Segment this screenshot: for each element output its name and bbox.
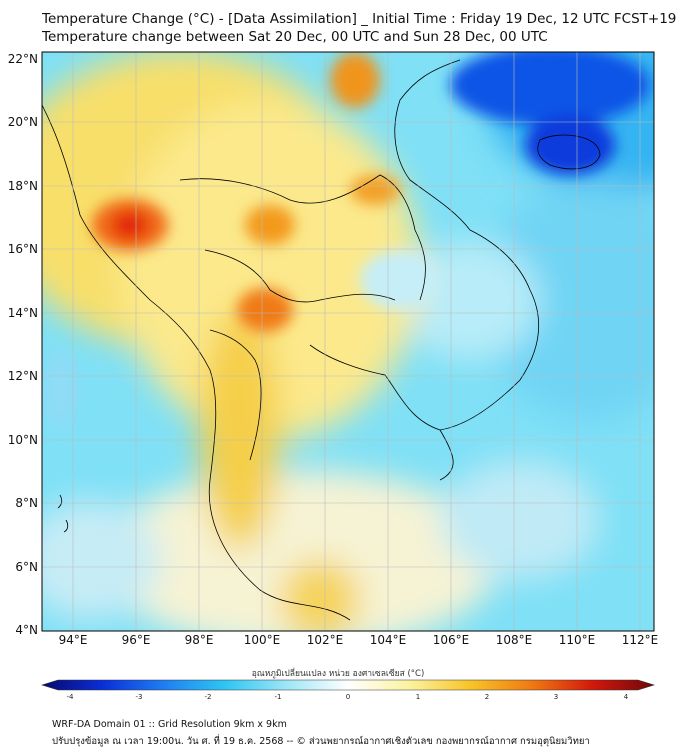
lon-label-106: 106°E: [432, 633, 470, 647]
lat-label-20: 20°N: [7, 115, 38, 129]
colorbar-tick: -1: [274, 693, 282, 701]
lat-label-8: 8°N: [15, 496, 38, 510]
temperature-field: [42, 52, 654, 631]
footer-credit: ปรับปรุงข้อมูล ณ เวลา 19:00น. วัน ศ. ที่…: [52, 736, 590, 747]
lat-label-16: 16°N: [7, 242, 38, 256]
colorbar-tick: 1: [415, 693, 421, 701]
graticule: [42, 52, 654, 631]
colorbar-tick: -2: [204, 693, 212, 701]
map-frame: [41, 51, 655, 632]
colorbar-tick: -4: [66, 693, 74, 701]
colorbar: [40, 679, 656, 691]
colorbar-label: อุณหภูมิเปลี่ยนแปลง หน่วย องศาเซลเซียส (…: [251, 669, 425, 679]
lat-label-6: 6°N: [15, 560, 38, 574]
lon-label-100: 100°E: [243, 633, 281, 647]
lat-label-4: 4°N: [15, 623, 38, 637]
colorbar-tick: 3: [553, 693, 559, 701]
lon-label-104: 104°E: [369, 633, 407, 647]
lat-label-14: 14°N: [7, 306, 38, 320]
lon-label-108: 108°E: [495, 633, 533, 647]
colorbar-tick: 2: [484, 693, 490, 701]
lon-label-102: 102°E: [306, 633, 344, 647]
lat-label-10: 10°N: [7, 433, 38, 447]
colorbar-tick: 0: [345, 693, 351, 701]
lat-label-12: 12°N: [7, 369, 38, 383]
coastline-borders: [42, 59, 601, 621]
lat-label-22: 22°N: [7, 52, 38, 66]
lon-label-112: 112°E: [621, 633, 659, 647]
lon-label-96: 96°E: [121, 633, 151, 647]
lon-label-94: 94°E: [58, 633, 88, 647]
map-title-line2: Temperature change between Sat 20 Dec, 0…: [42, 29, 548, 45]
map-title-line1: Temperature Change (°C) - [Data Assimila…: [42, 11, 676, 27]
lon-label-110: 110°E: [558, 633, 596, 647]
colorbar-tick: 4: [623, 693, 629, 701]
footer-model-info: WRF-DA Domain 01 :: Grid Resolution 9km …: [52, 719, 287, 730]
colorbar-tick: -3: [135, 693, 143, 701]
lon-label-98: 98°E: [184, 633, 214, 647]
lat-label-18: 18°N: [7, 179, 38, 193]
